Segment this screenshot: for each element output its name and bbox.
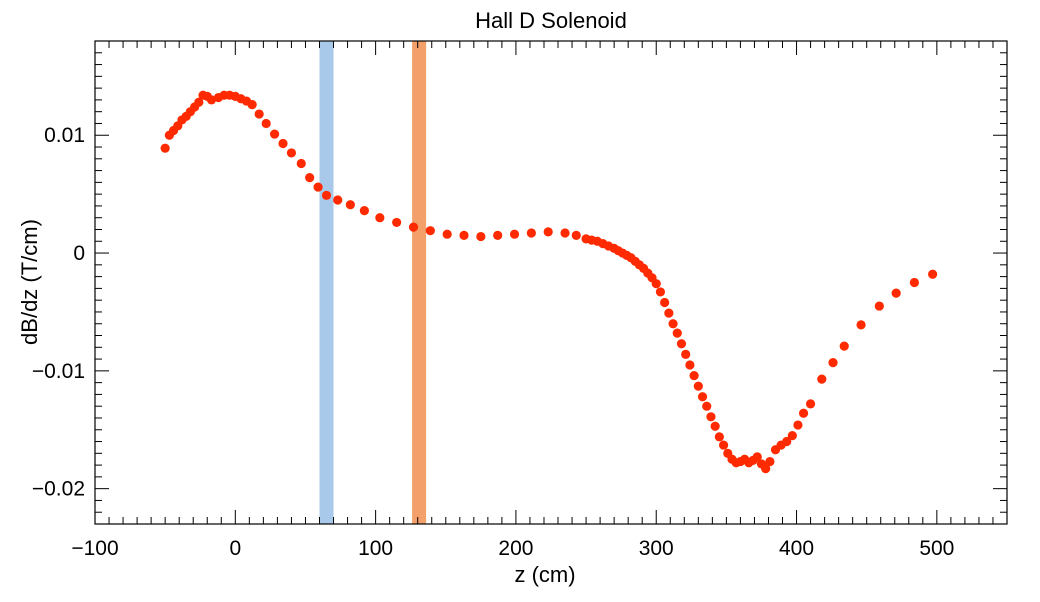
y-tick-label: −0.02 bbox=[32, 478, 85, 501]
data-point bbox=[874, 301, 884, 311]
data-point bbox=[571, 230, 581, 240]
y-tick-label: 0.01 bbox=[44, 124, 85, 147]
chart-title: Hall D Solenoid bbox=[475, 8, 627, 33]
data-point bbox=[702, 401, 712, 411]
data-point bbox=[928, 269, 938, 279]
data-point bbox=[660, 297, 670, 308]
data-point bbox=[655, 287, 666, 297]
data-point bbox=[672, 328, 682, 338]
data-point bbox=[706, 412, 716, 422]
data-point bbox=[817, 374, 827, 384]
data-point bbox=[685, 360, 695, 370]
data-point bbox=[664, 308, 674, 318]
data-point bbox=[425, 226, 435, 236]
data-point bbox=[459, 230, 469, 240]
data-point bbox=[392, 217, 402, 228]
data-point bbox=[560, 228, 570, 238]
band-orange bbox=[412, 41, 427, 524]
data-point bbox=[761, 464, 771, 474]
data-point bbox=[526, 228, 536, 238]
data-point bbox=[828, 358, 838, 368]
data-point bbox=[261, 118, 271, 129]
data-point bbox=[681, 349, 691, 359]
data-point bbox=[194, 97, 204, 107]
data-point bbox=[676, 339, 687, 349]
data-point bbox=[333, 195, 343, 205]
y-tick-label: −0.01 bbox=[32, 360, 85, 383]
plot-frame bbox=[94, 40, 1008, 525]
x-tick-label: −100 bbox=[71, 537, 118, 560]
data-point bbox=[493, 230, 503, 240]
data-point bbox=[509, 229, 520, 239]
data-point bbox=[160, 143, 170, 153]
data-point bbox=[247, 100, 257, 110]
data-point bbox=[296, 158, 306, 169]
data-point bbox=[714, 432, 724, 442]
data-point bbox=[254, 109, 264, 119]
data-point bbox=[543, 227, 553, 237]
data-point bbox=[286, 148, 297, 158]
data-point bbox=[793, 420, 803, 430]
data-point bbox=[909, 277, 919, 288]
x-tick-label: 500 bbox=[919, 537, 954, 560]
data-point bbox=[782, 436, 792, 447]
y-axis-title: dB/dz (T/cm) bbox=[17, 219, 42, 345]
data-point bbox=[206, 95, 217, 105]
data-point bbox=[305, 173, 315, 183]
tick-labels: −100 0 100 200 300 400 500 −0.02 −0.01 0 0.01 bbox=[32, 124, 955, 560]
data-point bbox=[693, 381, 703, 391]
data-point bbox=[359, 206, 369, 216]
data-point bbox=[805, 399, 816, 409]
data-point bbox=[752, 452, 762, 462]
data-point bbox=[408, 222, 419, 232]
data-point bbox=[668, 319, 678, 329]
data-point bbox=[787, 431, 797, 441]
data-points bbox=[160, 90, 938, 474]
data-point bbox=[856, 320, 866, 330]
highlight-bands bbox=[319, 41, 427, 524]
x-axis-title: z (cm) bbox=[514, 562, 575, 587]
data-point bbox=[765, 456, 775, 467]
x-tick-label: 200 bbox=[498, 537, 533, 560]
data-point bbox=[476, 231, 486, 242]
data-point bbox=[689, 370, 699, 381]
x-tick-label: 100 bbox=[358, 537, 393, 560]
data-point bbox=[891, 288, 901, 298]
data-point bbox=[839, 341, 849, 351]
data-point bbox=[442, 229, 452, 239]
band-blue bbox=[319, 41, 334, 524]
axis-ticks bbox=[94, 40, 1008, 525]
data-point bbox=[798, 408, 809, 418]
data-point bbox=[375, 213, 385, 223]
x-tick-label: 300 bbox=[639, 537, 674, 560]
data-point bbox=[697, 392, 708, 402]
data-point bbox=[718, 440, 729, 450]
data-point bbox=[345, 200, 355, 210]
data-point bbox=[651, 279, 661, 289]
data-point bbox=[278, 138, 288, 149]
data-point bbox=[269, 129, 280, 139]
data-point bbox=[321, 190, 332, 200]
x-tick-label: 400 bbox=[779, 537, 814, 560]
data-point bbox=[710, 421, 720, 431]
data-point bbox=[313, 182, 323, 192]
x-tick-label: 0 bbox=[229, 537, 241, 560]
y-tick-label: 0 bbox=[73, 242, 85, 265]
